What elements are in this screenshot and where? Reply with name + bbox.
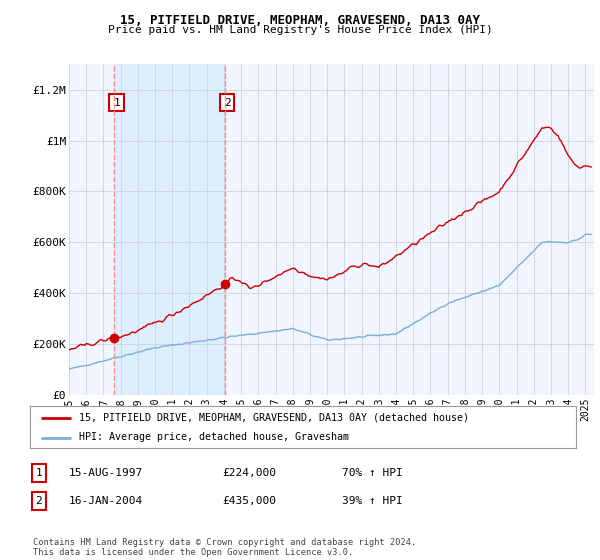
- Text: 2: 2: [224, 97, 230, 108]
- Text: 70% ↑ HPI: 70% ↑ HPI: [342, 468, 403, 478]
- Bar: [114, 64, 224, 395]
- Text: Price paid vs. HM Land Registry's House Price Index (HPI): Price paid vs. HM Land Registry's House …: [107, 25, 493, 35]
- Text: 2: 2: [35, 496, 43, 506]
- Text: 15, PITFIELD DRIVE, MEOPHAM, GRAVESEND, DA13 0AY: 15, PITFIELD DRIVE, MEOPHAM, GRAVESEND, …: [120, 14, 480, 27]
- Text: 1: 1: [35, 468, 43, 478]
- Text: 1: 1: [113, 97, 120, 108]
- Text: 15, PITFIELD DRIVE, MEOPHAM, GRAVESEND, DA13 0AY (detached house): 15, PITFIELD DRIVE, MEOPHAM, GRAVESEND, …: [79, 413, 469, 423]
- Text: Contains HM Land Registry data © Crown copyright and database right 2024.
This d: Contains HM Land Registry data © Crown c…: [33, 538, 416, 557]
- Text: 15-AUG-1997: 15-AUG-1997: [69, 468, 143, 478]
- Text: £435,000: £435,000: [222, 496, 276, 506]
- Text: HPI: Average price, detached house, Gravesham: HPI: Average price, detached house, Grav…: [79, 432, 349, 442]
- Text: 16-JAN-2004: 16-JAN-2004: [69, 496, 143, 506]
- Text: 39% ↑ HPI: 39% ↑ HPI: [342, 496, 403, 506]
- Text: £224,000: £224,000: [222, 468, 276, 478]
